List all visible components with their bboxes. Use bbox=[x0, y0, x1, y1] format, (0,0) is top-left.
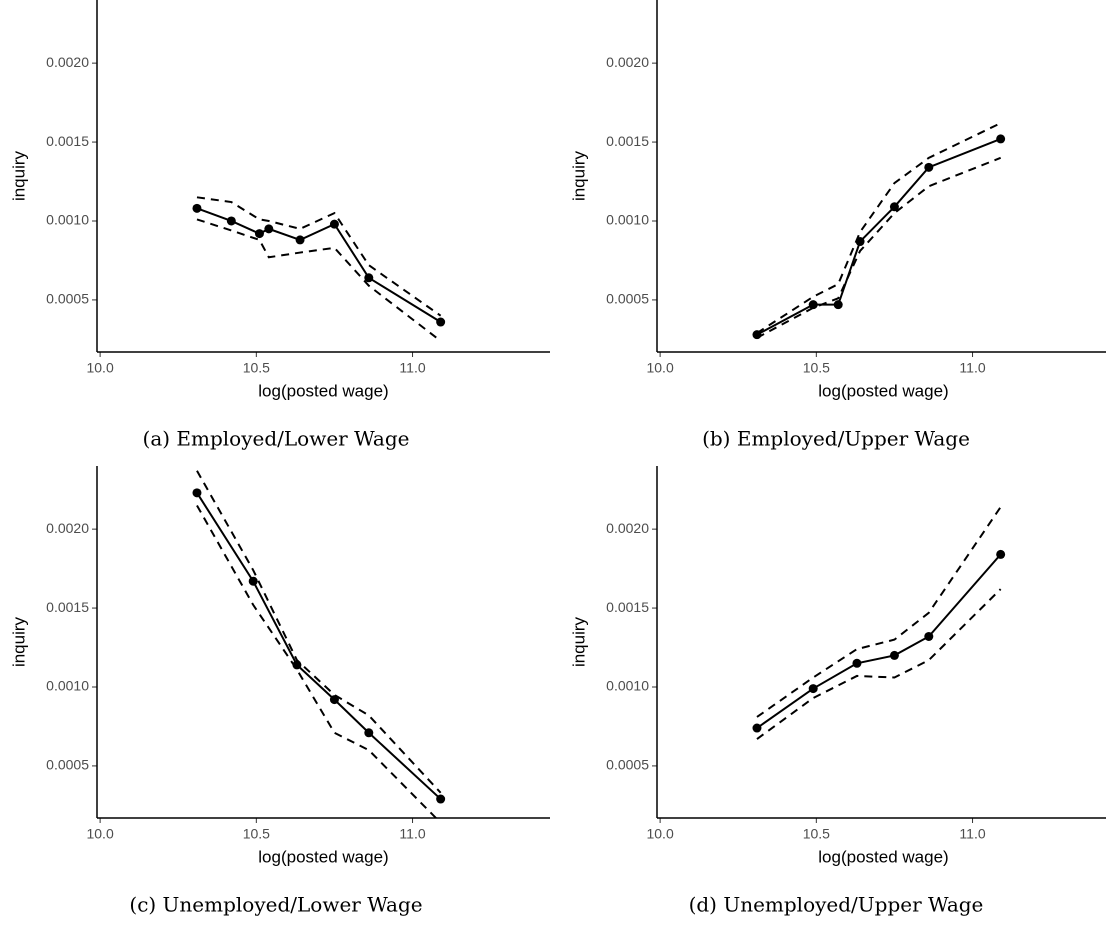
y-tick-label: 0.0020 bbox=[606, 54, 649, 70]
dashed-line bbox=[756, 588, 1002, 740]
y-tick-label: 0.0005 bbox=[606, 291, 649, 307]
y-tick-label: 0.0015 bbox=[46, 599, 89, 615]
x-tick-label: 10.0 bbox=[86, 360, 113, 376]
x-axis-label: log(posted wage) bbox=[818, 381, 948, 400]
point bbox=[996, 134, 1006, 144]
dashed-line bbox=[756, 122, 1002, 334]
y-tick-label: 0.0015 bbox=[46, 133, 89, 149]
x-tick-label: 10.0 bbox=[646, 826, 673, 842]
x-axis-label: log(posted wage) bbox=[258, 847, 388, 866]
y-axis-label: inquiry bbox=[9, 616, 28, 667]
x-tick-label: 10.5 bbox=[243, 826, 270, 842]
point bbox=[889, 202, 899, 212]
point bbox=[192, 488, 202, 498]
y-tick-label: 0.0020 bbox=[606, 520, 649, 536]
y-tick-label: 0.0005 bbox=[46, 291, 89, 307]
y-tick-label: 0.0020 bbox=[46, 520, 89, 536]
dashed-line bbox=[196, 470, 442, 794]
point bbox=[852, 658, 862, 668]
line bbox=[196, 492, 442, 800]
point bbox=[295, 235, 305, 245]
y-tick-label: 0.0010 bbox=[606, 678, 649, 694]
plot-area bbox=[192, 470, 446, 818]
point bbox=[329, 219, 339, 229]
plot-area bbox=[192, 196, 446, 342]
caption: (b) Employed/Upper Wage bbox=[702, 427, 970, 451]
x-tick-label: 11.0 bbox=[399, 826, 425, 842]
point bbox=[833, 300, 843, 310]
x-tick-label: 10.5 bbox=[803, 360, 830, 376]
x-tick-label: 11.0 bbox=[959, 826, 985, 842]
point bbox=[808, 300, 818, 310]
x-axis-label: log(posted wage) bbox=[258, 381, 388, 400]
y-tick-label: 0.0020 bbox=[46, 54, 89, 70]
plot-area bbox=[752, 506, 1006, 740]
panel: 0.0005 0.0010 0.0015 0.0020 10.0 10.5 11.0 log(… bbox=[569, 466, 1106, 917]
point bbox=[889, 650, 899, 660]
point bbox=[364, 728, 374, 738]
x-tick-label: 10.5 bbox=[243, 360, 270, 376]
y-tick-label: 0.0005 bbox=[46, 757, 89, 773]
caption: (c) Unemployed/Lower Wage bbox=[129, 893, 422, 917]
caption: (d) Unemployed/Upper Wage bbox=[689, 893, 984, 917]
x-tick-label: 11.0 bbox=[399, 360, 425, 376]
dashed-line bbox=[196, 218, 442, 342]
x-tick-label: 10.5 bbox=[803, 826, 830, 842]
line bbox=[196, 207, 442, 323]
plot-area bbox=[752, 122, 1006, 340]
caption: (a) Employed/Lower Wage bbox=[143, 427, 410, 451]
dashed-line bbox=[196, 196, 442, 317]
y-axis-label: inquiry bbox=[569, 150, 588, 201]
point bbox=[996, 549, 1006, 559]
x-tick-label: 10.0 bbox=[646, 360, 673, 376]
dashed-line bbox=[756, 156, 1002, 339]
point bbox=[254, 229, 264, 239]
point bbox=[808, 684, 818, 694]
point bbox=[264, 224, 274, 234]
panel: 0.0005 0.0010 0.0015 0.0020 10.0 10.5 11.0 log(… bbox=[569, 0, 1106, 451]
panel: 0.0005 0.0010 0.0015 0.0020 10.0 10.5 11.0 log(… bbox=[9, 466, 550, 917]
point bbox=[436, 794, 446, 804]
point bbox=[192, 203, 202, 213]
point bbox=[226, 216, 236, 226]
y-tick-label: 0.0010 bbox=[46, 678, 89, 694]
point bbox=[924, 631, 934, 641]
x-tick-label: 10.0 bbox=[86, 826, 113, 842]
panel: 0.0005 0.0010 0.0015 0.0020 10.0 10.5 11.0 log(… bbox=[9, 0, 550, 451]
y-tick-label: 0.0010 bbox=[46, 212, 89, 228]
point bbox=[248, 576, 258, 586]
point bbox=[364, 273, 374, 283]
line bbox=[756, 553, 1002, 729]
y-axis-label: inquiry bbox=[569, 616, 588, 667]
y-tick-label: 0.0015 bbox=[606, 599, 649, 615]
dashed-line bbox=[196, 504, 438, 818]
x-axis-label: log(posted wage) bbox=[818, 847, 948, 866]
x-tick-label: 11.0 bbox=[959, 360, 985, 376]
dashed-line bbox=[756, 506, 1002, 718]
y-tick-label: 0.0005 bbox=[606, 757, 649, 773]
point bbox=[436, 317, 446, 327]
point bbox=[924, 162, 934, 172]
y-axis-label: inquiry bbox=[9, 150, 28, 201]
line bbox=[756, 137, 1002, 336]
point bbox=[752, 723, 762, 733]
y-tick-label: 0.0010 bbox=[606, 212, 649, 228]
y-tick-label: 0.0015 bbox=[606, 133, 649, 149]
